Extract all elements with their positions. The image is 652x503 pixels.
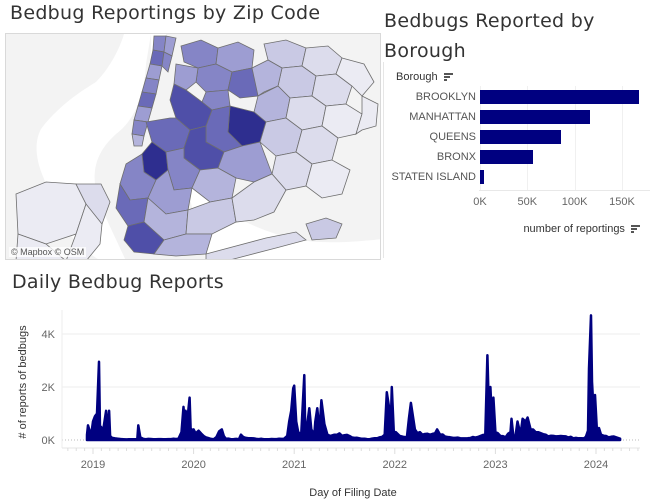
line-chart-title: Daily Bedbug Reports	[12, 271, 224, 293]
bar-brooklyn[interactable]	[480, 90, 640, 104]
zip-region-manhattan[interactable]	[149, 49, 165, 67]
category-label[interactable]: STATEN ISLAND	[391, 171, 476, 183]
borough-header-label: Borough	[396, 71, 438, 83]
sort-icon[interactable]	[631, 225, 640, 233]
x-tick-label: 2021	[282, 459, 306, 471]
category-label[interactable]: BRONX	[436, 151, 476, 163]
bar-chart-title: Bedbugs Reported by Borough	[384, 10, 595, 62]
panel-divider	[383, 62, 384, 258]
bar-queens[interactable]	[480, 130, 562, 144]
zip-region-bronx[interactable]	[173, 63, 199, 91]
x-gridline	[622, 86, 623, 190]
x-axis-title: Day of Filing Date	[309, 487, 396, 499]
x-tick-label: 50K	[517, 196, 538, 208]
zip-region-queens[interactable]	[355, 95, 379, 135]
x-tick-label: 2020	[181, 459, 205, 471]
x-tick-label: 2024	[584, 459, 608, 471]
x-axis-title-label: number of reportings	[523, 223, 625, 235]
zip-region-manhattan[interactable]	[161, 51, 173, 73]
x-axis-line	[479, 190, 650, 191]
zip-region-queens[interactable]	[305, 217, 343, 241]
category-label[interactable]: QUEENS	[429, 131, 476, 143]
series-area[interactable]	[85, 314, 622, 442]
sort-icon[interactable]	[443, 73, 453, 81]
daily-reports-chart: 0K 2K 4K 2019 2020 2021 2022 2023 2024 # of rep…	[17, 310, 640, 499]
zip-region-brooklyn[interactable]	[231, 173, 287, 223]
x-tick-label: 150K	[609, 196, 635, 208]
x-tick-label: 2022	[383, 459, 407, 471]
map-title: Bedbug Reportings by Zip Code	[10, 2, 321, 24]
bar-manhattan[interactable]	[480, 110, 590, 124]
x-tick-label: 2019	[81, 459, 105, 471]
y-tick-label: 2K	[42, 382, 56, 394]
borough-header[interactable]: Borough	[396, 71, 453, 83]
x-tick-label: 0K	[473, 196, 487, 208]
x-tick-label: 2023	[483, 459, 507, 471]
zip-region-queens[interactable]	[205, 231, 307, 260]
x-axis-title[interactable]: number of reportings	[523, 223, 640, 235]
y-tick-label: 0K	[42, 435, 56, 447]
zip-region-staten[interactable]	[66, 203, 103, 260]
bar-staten-island[interactable]	[480, 170, 484, 184]
y-axis-title: # of reports of bedbugs	[17, 325, 29, 439]
zip-region-queens[interactable]	[305, 159, 351, 199]
zip-region-manhattan[interactable]	[131, 133, 145, 147]
y-tick-label: 4K	[42, 329, 56, 341]
x-gridline	[574, 86, 576, 190]
x-tick-label: 100K	[561, 196, 588, 208]
bar-bronx[interactable]	[480, 150, 533, 164]
category-label[interactable]: MANHATTAN	[409, 111, 476, 123]
choropleth-map[interactable]	[6, 34, 381, 260]
borough-bar-chart: Borough number of reportings 0K 50K 100K 15…	[384, 60, 652, 250]
zip-code-map[interactable]: © Mapbox © OSM	[5, 33, 381, 260]
map-attribution[interactable]: © Mapbox © OSM	[9, 247, 87, 257]
zip-regions[interactable]	[15, 35, 379, 260]
category-label[interactable]: BROOKLYN	[415, 91, 476, 103]
